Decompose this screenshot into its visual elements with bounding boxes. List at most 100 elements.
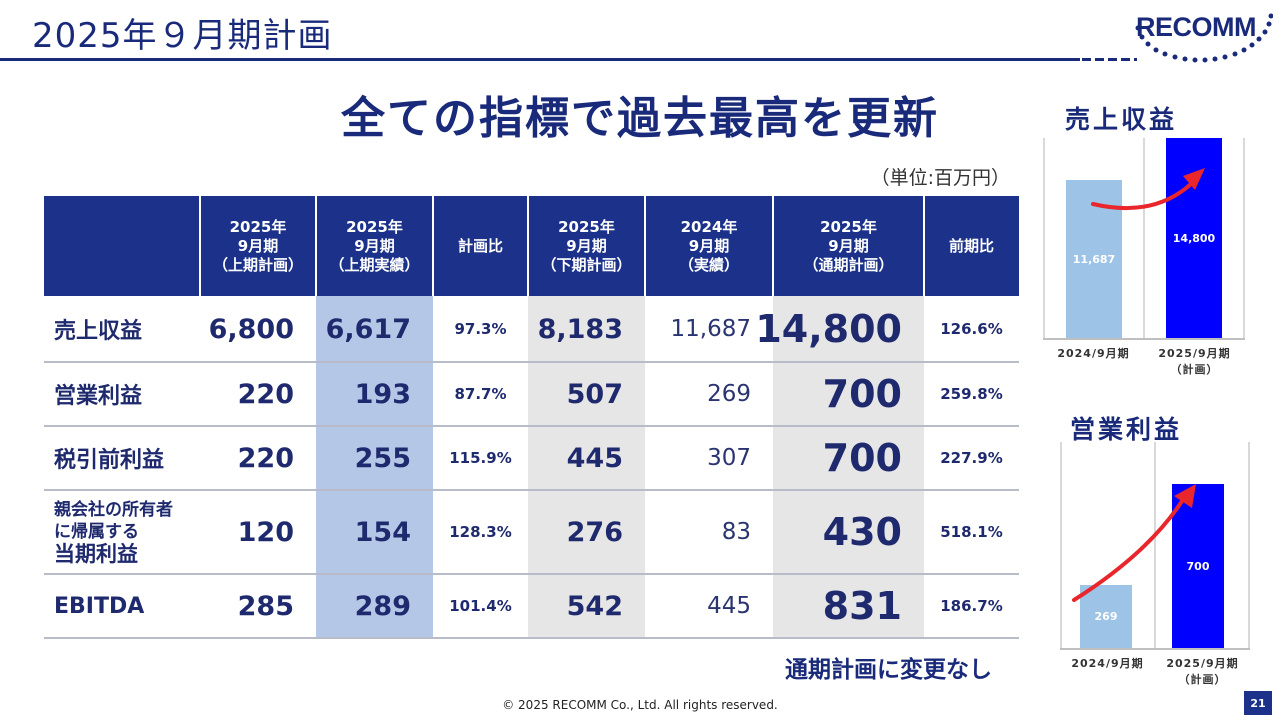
header-separator [772, 196, 774, 296]
row-label-line: 親会社の所有者 [54, 500, 173, 520]
table-cell: 542 [566, 590, 623, 622]
bar-value-label: 269 [1094, 610, 1118, 623]
column-header [44, 196, 200, 296]
column-highlight [528, 296, 645, 638]
row-divider [44, 489, 1019, 491]
sales-chart-title: 売上収益 [1065, 105, 1178, 134]
financial-plan-table: 2025年 9月期 （上期計画） 2025年 9月期 （上期実績） 計画比 2025年… [44, 196, 1019, 639]
headline: 全ての指標で過去最高を更新 [341, 93, 939, 144]
table-cell: 8,183 [537, 313, 623, 345]
header-separator [432, 196, 434, 296]
chart-frame [1060, 442, 1250, 648]
header-separator [644, 196, 646, 296]
column-header: 2024年 9月期 （実績） [645, 196, 773, 296]
header-rule [0, 58, 1080, 61]
column-highlight [316, 296, 433, 638]
row-label-line: 当期利益 [54, 542, 138, 566]
table-cell: 255 [354, 442, 411, 474]
page-number: 21 [1244, 691, 1272, 715]
table-cell: 289 [354, 590, 411, 622]
table-cell: 120 [237, 516, 294, 548]
table-cell: 6,800 [208, 313, 294, 345]
bar: 700 [1172, 484, 1224, 648]
table-cell: 276 [566, 516, 623, 548]
table-cell: 445 [707, 593, 751, 619]
x-axis-label: 2025/9月期 （計画） [1158, 347, 1231, 376]
table-cell: 285 [237, 590, 294, 622]
sales-bar-chart: 11,687 2024/9月期 14,800 2025/9月期 （計画） [1043, 138, 1245, 376]
table-cell: 227.9% [940, 449, 1003, 467]
table-cell: 430 [822, 510, 902, 554]
growth-arrow-icon [1072, 484, 1196, 602]
x-axis-label: 2025/9月期 （計画） [1166, 657, 1239, 686]
page-title: 2025年９月期計画 [32, 16, 333, 56]
bar-value-label: 700 [1186, 559, 1210, 573]
bar: 11,687 [1066, 180, 1122, 338]
table-cell: 14,800 [755, 307, 902, 351]
bar: 269 [1080, 585, 1132, 648]
table-cell: 126.6% [940, 320, 1003, 338]
row-label: 親会社の所有者 に帰属する 当期利益 [54, 490, 204, 574]
column-header: 2025年 9月期 （下期計画） [528, 196, 645, 296]
table-cell: 154 [354, 516, 411, 548]
table-cell: 6,617 [325, 313, 411, 345]
table-cell: 193 [354, 378, 411, 410]
no-change-note: 通期計画に変更なし [785, 657, 992, 683]
column-header: 2025年 9月期 （上期実績） [316, 196, 433, 296]
row-label: EBITDA [54, 593, 145, 619]
unit-note: （単位:百万円） [870, 167, 1010, 189]
table-cell: 269 [707, 381, 751, 407]
table-cell: 700 [822, 436, 902, 480]
row-label: 税引前利益 [54, 448, 165, 473]
op-profit-bar-chart: 269 2024/9月期 700 2025/9月期 （計画） [1060, 442, 1250, 700]
table-cell: 115.9% [449, 449, 512, 467]
row-divider [44, 573, 1019, 575]
header-separator [315, 196, 317, 296]
growth-arrow-icon [1091, 168, 1205, 211]
table-cell: 83 [721, 519, 751, 545]
column-header: 前期比 [924, 196, 1019, 296]
bar-value-label: 14,800 [1172, 231, 1216, 245]
table-cell: 101.4% [449, 597, 512, 615]
table-cell: 186.7% [940, 597, 1003, 615]
table-cell: 700 [822, 372, 902, 416]
chart-divider [1154, 442, 1156, 648]
header-separator [923, 196, 925, 296]
row-label: 営業利益 [54, 384, 143, 409]
logo-dots-arc [1135, 13, 1273, 63]
x-axis-label: 2024/9月期 [1071, 657, 1144, 670]
table-cell: 307 [707, 445, 751, 471]
row-label: 売上収益 [54, 319, 143, 344]
chart-baseline [1043, 338, 1245, 340]
table-cell: 507 [566, 378, 623, 410]
header-separator [527, 196, 529, 296]
bar: 14,800 [1166, 138, 1222, 338]
table-cell: 518.1% [940, 523, 1003, 541]
chart-divider [1143, 138, 1145, 338]
row-divider [44, 361, 1019, 363]
column-header: 2025年 9月期 （上期計画） [200, 196, 316, 296]
x-axis-label: 2024/9月期 [1057, 347, 1130, 360]
chart-baseline [1060, 648, 1250, 650]
column-header: 2025年 9月期 （通期計画） [773, 196, 924, 296]
row-divider [44, 425, 1019, 427]
table-cell: 220 [237, 442, 294, 474]
column-highlight [773, 296, 924, 638]
row-divider [44, 637, 1019, 639]
bar-value-label: 11,687 [1072, 252, 1116, 266]
table-cell: 831 [822, 584, 902, 628]
logo-wordmark: RECOMM [1136, 12, 1257, 42]
table-cell: 220 [237, 378, 294, 410]
table-cell: 11,687 [670, 316, 751, 342]
header-dashes [1082, 58, 1137, 61]
table-cell: 445 [566, 442, 623, 474]
chart-frame [1043, 138, 1245, 338]
copyright: © 2025 RECOMM Co., Ltd. All rights reser… [502, 698, 778, 712]
op-profit-chart-title: 営業利益 [1070, 415, 1183, 444]
table-cell: 87.7% [454, 385, 507, 403]
column-header: 計画比 [433, 196, 528, 296]
table-cell: 128.3% [449, 523, 512, 541]
company-logo: RECOMM [1128, 6, 1273, 64]
table-cell: 97.3% [454, 320, 507, 338]
table-cell: 259.8% [940, 385, 1003, 403]
